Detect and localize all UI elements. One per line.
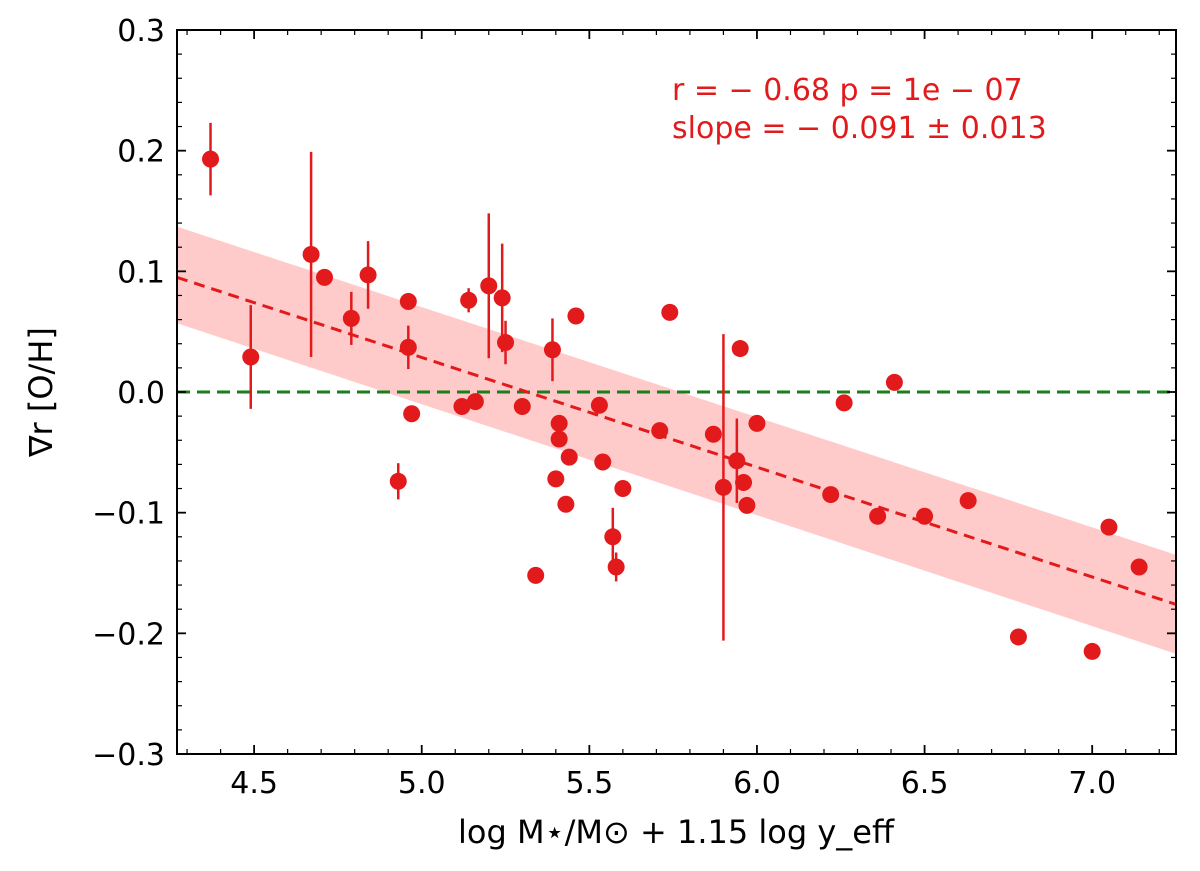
data-point xyxy=(735,474,753,491)
linear-fit-line xyxy=(176,275,1177,606)
slope-annotation: slope = − 0.091 ± 0.013 xyxy=(672,111,1047,146)
x-tick-label: 6.5 xyxy=(901,766,949,801)
x-tick-label: 6.0 xyxy=(733,766,781,801)
y-tick-label: 0.3 xyxy=(117,14,165,49)
y-axis-label: ∇r [O/H] xyxy=(22,327,60,458)
data-point xyxy=(403,405,421,423)
data-point xyxy=(497,334,515,352)
data-point xyxy=(513,397,531,415)
data-point xyxy=(1009,628,1027,646)
x-axis-label: log M⋆/M⊙ + 1.15 log y_eff xyxy=(458,813,895,851)
data-point xyxy=(885,373,903,391)
data-point xyxy=(242,348,260,366)
data-point xyxy=(543,341,561,359)
data-point xyxy=(389,472,407,490)
y-tick-label: −0.1 xyxy=(92,497,165,532)
data-point xyxy=(302,245,320,263)
plot-frame xyxy=(176,29,1177,755)
data-point xyxy=(550,430,568,448)
data-point xyxy=(916,507,934,525)
data-point xyxy=(590,396,608,414)
data-point xyxy=(959,492,977,510)
data-point xyxy=(835,394,853,412)
data-point xyxy=(466,393,484,411)
data-point xyxy=(453,397,471,415)
data-point xyxy=(527,566,545,584)
x-tick-label: 5.0 xyxy=(398,766,446,801)
data-point xyxy=(493,289,511,307)
y-tick-label: 0.1 xyxy=(117,255,165,290)
data-point xyxy=(869,507,887,525)
data-point xyxy=(661,303,679,321)
data-point xyxy=(704,425,722,443)
x-tick-label: 5.5 xyxy=(565,766,613,801)
data-point xyxy=(202,150,220,168)
data-point xyxy=(1083,642,1101,660)
data-point xyxy=(614,480,632,498)
data-point xyxy=(607,558,625,576)
trend-lines-layer xyxy=(176,275,1177,606)
correlation-annotation: r = − 0.68 p = 1e − 07 xyxy=(672,73,1023,108)
y-tick-label: −0.2 xyxy=(92,617,165,652)
data-point xyxy=(594,453,612,471)
data-point xyxy=(557,495,575,513)
x-tick-label: 7.0 xyxy=(1068,766,1116,801)
data-point xyxy=(748,414,766,432)
data-point xyxy=(714,478,732,496)
y-tick-label: −0.3 xyxy=(92,738,165,773)
data-points-layer xyxy=(202,122,1148,660)
data-point xyxy=(480,277,498,295)
y-tick-label: 0.2 xyxy=(117,135,165,170)
data-point xyxy=(550,414,568,432)
data-point xyxy=(399,293,417,310)
data-point xyxy=(822,486,840,504)
data-point xyxy=(567,307,585,325)
data-point xyxy=(342,309,360,327)
data-point xyxy=(651,422,669,440)
data-point xyxy=(316,268,334,286)
y-tick-label: 0.0 xyxy=(117,376,165,411)
data-point xyxy=(731,340,749,358)
data-point xyxy=(547,470,565,488)
data-point xyxy=(460,291,478,309)
data-point xyxy=(728,452,746,470)
data-point xyxy=(399,338,417,356)
x-tick-label: 4.5 xyxy=(230,766,278,801)
data-point xyxy=(560,448,578,466)
data-point xyxy=(1130,558,1148,576)
data-point xyxy=(359,266,377,284)
data-point xyxy=(604,528,622,546)
data-point xyxy=(1100,518,1118,536)
data-point xyxy=(738,496,756,514)
